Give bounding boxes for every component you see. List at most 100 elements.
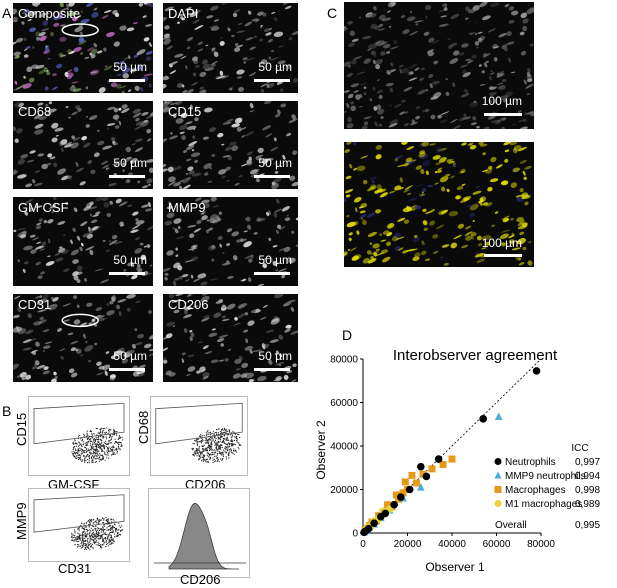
facs-event xyxy=(85,459,87,462)
facs-event xyxy=(106,529,108,531)
facs-event xyxy=(113,434,115,436)
cell-speck xyxy=(422,109,425,113)
facs-event xyxy=(216,452,218,455)
cell-speck xyxy=(402,207,413,213)
facs-event xyxy=(89,452,91,454)
cell-speck xyxy=(358,206,364,209)
tissue-image-segmented: 100 µm xyxy=(344,142,534,267)
cell-speck xyxy=(234,316,238,321)
cell-speck xyxy=(483,126,490,129)
cell-speck xyxy=(105,167,110,170)
cell-speck xyxy=(192,72,197,77)
cell-speck xyxy=(289,175,296,181)
cell-speck xyxy=(186,125,197,130)
cell-speck xyxy=(372,243,380,249)
cell-speck xyxy=(350,83,360,88)
cell-speck xyxy=(445,91,450,97)
cell-speck xyxy=(172,113,177,119)
cell-speck xyxy=(510,71,516,74)
cell-speck xyxy=(282,154,286,160)
facs-event xyxy=(73,529,75,531)
facs-event xyxy=(237,446,239,448)
facs-event xyxy=(76,546,79,548)
cell-speck xyxy=(42,370,50,375)
facs-event xyxy=(94,455,96,457)
cell-speck xyxy=(143,119,149,123)
scatter-point xyxy=(383,501,391,509)
cell-speck xyxy=(47,108,57,113)
cell-speck xyxy=(179,185,183,189)
cell-speck xyxy=(47,58,51,60)
cell-speck xyxy=(166,250,174,256)
cell-speck xyxy=(181,135,186,141)
legend-series-name: Neutrophils xyxy=(505,457,556,468)
facs-event xyxy=(91,460,93,462)
cell-speck xyxy=(119,85,127,89)
cell-speck xyxy=(425,15,428,19)
facs-event xyxy=(108,446,110,448)
cell-speck xyxy=(109,374,116,379)
cell-speck xyxy=(100,279,110,284)
cell-speck xyxy=(404,185,413,190)
cell-speck xyxy=(501,242,506,247)
scale-bar xyxy=(109,368,145,371)
facs-event xyxy=(82,542,84,544)
cell-speck xyxy=(21,230,28,234)
facs-event xyxy=(92,447,94,449)
facs-event xyxy=(115,431,117,433)
facs-event xyxy=(98,433,100,435)
cell-speck xyxy=(506,31,512,37)
cell-speck xyxy=(71,81,79,84)
facs-event xyxy=(88,456,90,458)
cell-speck xyxy=(86,233,94,239)
facs-event xyxy=(94,441,96,443)
cell-speck xyxy=(352,56,362,60)
cell-speck xyxy=(125,178,131,184)
cell-speck xyxy=(34,182,43,187)
cell-speck xyxy=(344,25,347,30)
facs-event xyxy=(222,454,225,456)
y-tick-label: 80000 xyxy=(330,355,358,366)
facs-event xyxy=(103,451,106,453)
cell-speck xyxy=(14,55,20,59)
cell-speck xyxy=(435,147,443,153)
facs-event xyxy=(101,537,103,539)
facs-event xyxy=(99,460,101,462)
scale-bar-label: 50 µm xyxy=(258,156,292,170)
cell-speck xyxy=(38,218,43,222)
facs-event xyxy=(84,455,86,457)
facs-event xyxy=(197,448,199,450)
facs-event xyxy=(192,454,194,456)
cell-speck xyxy=(163,83,167,89)
facs-event xyxy=(87,538,89,540)
facs-event xyxy=(117,529,119,531)
facs-event xyxy=(100,445,102,447)
cell-speck xyxy=(489,76,492,81)
cell-speck xyxy=(353,90,359,93)
facs-event xyxy=(218,441,220,443)
facs-event xyxy=(101,454,103,456)
cell-speck xyxy=(169,70,177,75)
cell-speck xyxy=(438,210,447,216)
facs-event xyxy=(219,446,221,449)
facs-event xyxy=(81,532,83,534)
facs-event xyxy=(220,432,222,434)
cell-speck xyxy=(163,76,170,81)
facs-event xyxy=(78,538,80,540)
facs-event xyxy=(79,434,81,436)
facs-event xyxy=(102,456,104,458)
cell-speck xyxy=(197,41,203,46)
facs-event xyxy=(209,455,211,457)
cell-speck xyxy=(262,304,268,308)
cell-speck xyxy=(190,274,194,279)
cell-speck xyxy=(225,146,232,152)
cell-speck xyxy=(526,7,534,15)
cell-speck xyxy=(260,26,263,29)
cell-speck xyxy=(135,300,141,304)
cell-speck xyxy=(408,77,418,81)
cell-speck xyxy=(163,267,171,272)
cell-speck xyxy=(219,70,224,76)
facs-event xyxy=(100,439,102,441)
facs-event xyxy=(100,535,102,537)
facs-event xyxy=(93,439,95,441)
